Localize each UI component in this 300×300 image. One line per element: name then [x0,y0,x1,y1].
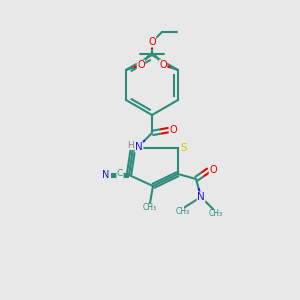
Text: CH₃: CH₃ [143,203,157,212]
Text: O: O [159,60,167,70]
Text: C: C [117,169,123,178]
Text: CH₃: CH₃ [209,209,223,218]
Text: N: N [197,192,205,202]
Text: O: O [209,165,217,175]
Text: O: O [148,37,156,47]
Text: N: N [102,170,110,180]
Text: CH₃: CH₃ [176,208,190,217]
Text: H: H [128,140,134,149]
Text: S: S [181,143,187,153]
Text: O: O [169,125,177,135]
Text: O: O [137,60,145,70]
Text: N: N [135,142,143,152]
